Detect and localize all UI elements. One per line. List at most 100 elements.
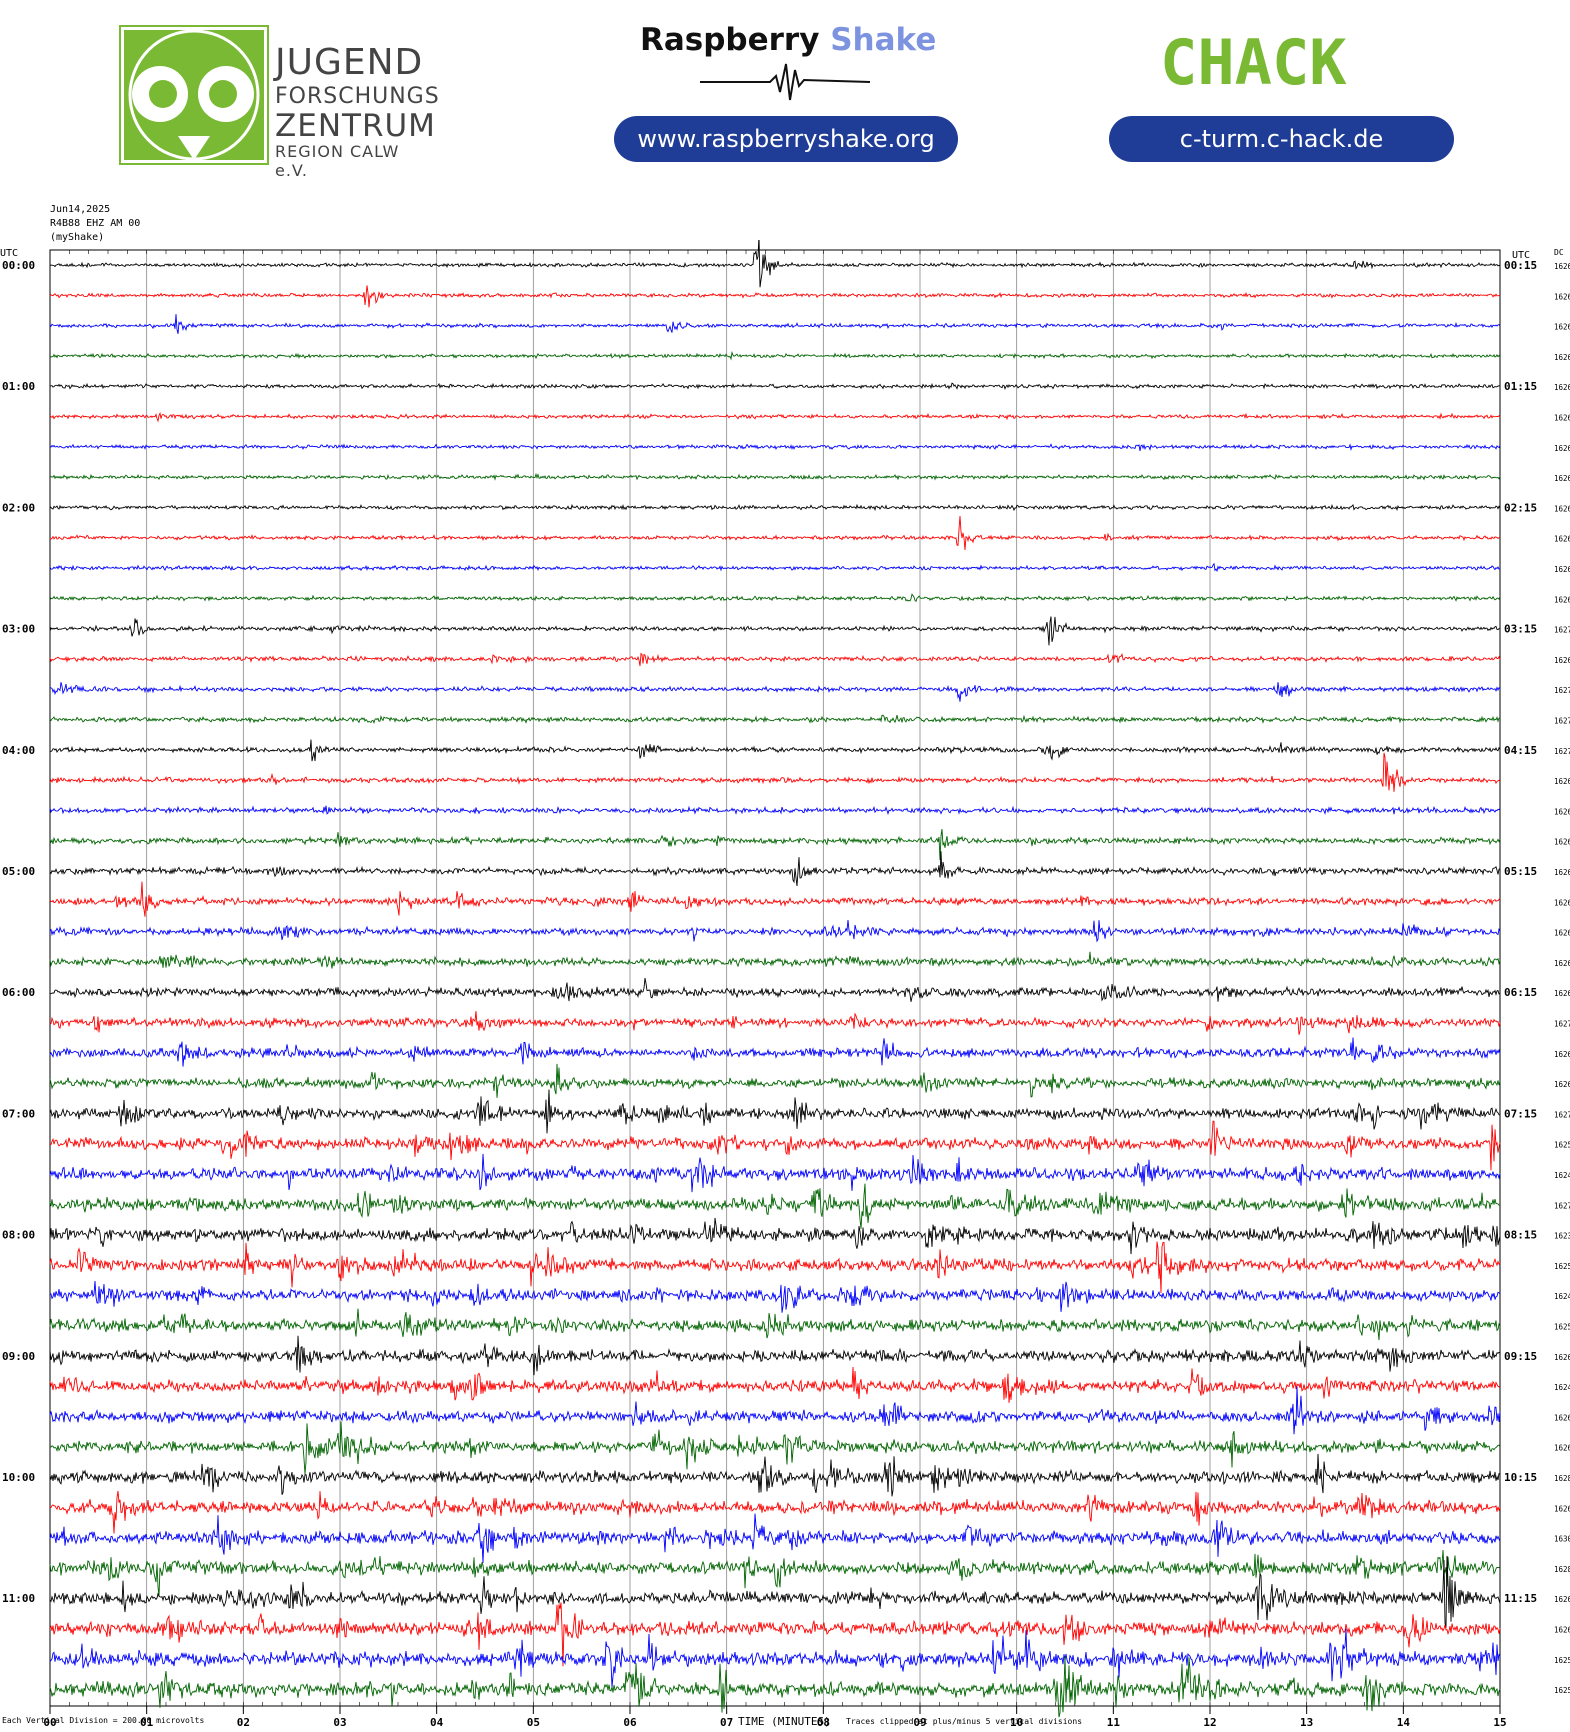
utc-left-label: UTC [0,248,19,259]
trace-line [49,739,1501,762]
rs-brand-main: Raspberry [640,22,820,58]
trace-line [49,1241,1501,1294]
left-time-label: 04:00 [2,744,35,757]
clip-note: Traces clipped at plus/minus 5 vertical … [846,1717,1083,1726]
dc-value-label: 16256 [1554,1323,1570,1332]
dc-value-label: 16266 [1554,323,1570,332]
org-line-1: JUGEND [275,42,424,83]
left-time-label: 07:00 [2,1107,35,1120]
trace-line [49,1335,1501,1376]
dc-value-label: 16266 [1554,989,1570,998]
left-time-label: 09:00 [2,1350,35,1363]
trace-line [50,1421,1501,1475]
trace-line [49,1120,1501,1171]
dc-value-label: 16268 [1554,565,1570,574]
dc-value-label: 16263 [1554,1080,1570,1089]
x-axis-label: TIME (MINUTES) [738,1715,831,1728]
trace-line [49,1308,1501,1341]
trace-line [49,805,1501,816]
trace-line [49,1490,1501,1534]
dc-value-label: 16268 [1554,444,1570,453]
dc-value-label: 16267 [1554,595,1570,604]
right-time-label: 06:15 [1504,986,1537,999]
left-time-label: 05:00 [2,865,35,878]
dc-value-label: 16266 [1554,807,1570,816]
rs-brand-accent: Shake [830,22,937,58]
trace-line [49,1386,1501,1435]
jfz-logo: JUGEND FORSCHUNGS ZENTRUM REGION CALW e.… [118,24,439,180]
left-time-label: 01:00 [2,380,35,393]
left-time-label: 03:00 [2,623,35,636]
dc-value-label: 16267 [1554,838,1570,847]
trace-line [49,593,1501,603]
dc-value-label: 16244 [1554,1383,1570,1392]
trace-line [49,752,1501,792]
left-time-label: 10:00 [2,1471,35,1484]
org-line-3: ZENTRUM [275,108,436,144]
trace-line [49,951,1501,969]
dc-value-label: 16262 [1554,1353,1570,1362]
seismogram-plot: 00 01 02 03 04 05 06 07 08 09 10 11 12 13 14 15 16265 00:… [2,240,1570,1729]
right-time-label: 10:15 [1504,1471,1537,1484]
x-tick-label: 11 [1107,1716,1121,1729]
trace-line [49,472,1501,481]
right-time-label: 04:15 [1504,744,1537,757]
dc-value-label: 16259 [1554,1686,1570,1695]
trace-line [49,919,1501,943]
dc-value-label: 16263 [1554,929,1570,938]
trace-line [49,829,1501,861]
trace-line [49,240,1501,288]
x-tick-label: 12 [1203,1716,1216,1729]
chack-url-link[interactable]: c-turm.c-hack.de [1109,116,1454,162]
dc-value-label: 16274 [1554,686,1570,695]
dc-value-label: 16268 [1554,535,1570,544]
trace-line [49,1453,1501,1497]
x-tick-label: 09 [913,1716,926,1729]
raspberryshake-url-link[interactable]: www.raspberryshake.org [614,116,958,162]
dc-value-label: 16269 [1554,868,1570,877]
trace-line [49,1602,1501,1667]
dc-value-label: 16269 [1554,504,1570,513]
dc-value-label: 16274 [1554,747,1570,756]
dc-value-label: 16274 [1554,1020,1570,1029]
x-tick-label: 10 [1010,1716,1023,1729]
dc-header-label: DC [1554,248,1564,257]
right-time-label: 08:15 [1504,1229,1537,1242]
trace-line [49,978,1501,1002]
trace-line [49,1011,1501,1035]
x-tick-label: 05 [527,1716,540,1729]
x-tick-label: 08 [817,1716,830,1729]
x-tick-label: 15 [1493,1716,1506,1729]
trace-line [49,350,1501,361]
dc-value-label: 16267 [1554,777,1570,786]
dc-value-label: 16272 [1554,1110,1570,1119]
x-tick-label: 02 [237,1716,250,1729]
date-label: Jun14,2025 [50,204,111,215]
trace-line [49,1063,1501,1098]
scale-note: Each Vertical Division = 200.00 microvol… [2,1716,205,1725]
trace-line [49,411,1501,423]
dc-value-label: 16258 [1554,1656,1570,1665]
dc-value-label: 16262 [1554,1444,1570,1453]
utc-right-label: UTC [1512,250,1531,261]
x-tick-label: 06 [623,1716,637,1729]
dc-value-label: 16254 [1554,1262,1570,1271]
left-time-label: 11:00 [2,1592,35,1605]
trace-line [49,652,1501,667]
chack-logo-text: CHACK [1160,30,1347,92]
trace-line [49,1089,1501,1134]
org-line-4: REGION CALW e.V. [275,142,400,180]
trace-line [49,1555,1501,1628]
left-time-label: 00:00 [2,259,35,272]
right-time-label: 03:15 [1504,623,1537,636]
trace-line [49,1628,1501,1688]
trace-line [50,382,1500,390]
x-tick-label: 01 [140,1716,154,1729]
raspberry-shake-logo: Raspberry Shake [640,22,936,58]
left-time-label: 06:00 [2,986,35,999]
dc-value-label: 16254 [1554,1141,1570,1150]
